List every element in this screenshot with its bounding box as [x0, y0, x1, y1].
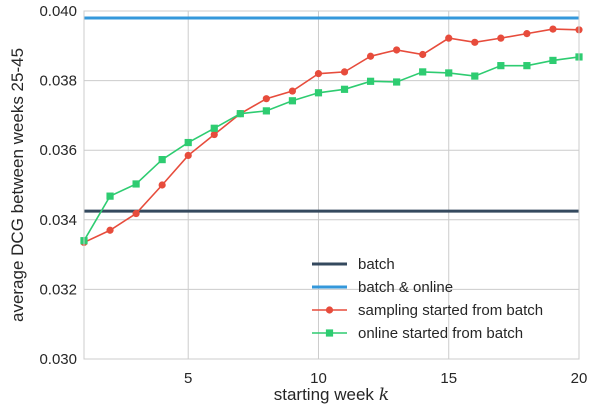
legend-label: batch	[358, 256, 395, 273]
axis-ticks: 5 10 15 20 0.030 0.032 0.034 0.036 0.038 0.040	[39, 3, 587, 387]
sampling-started-from-batch-point	[419, 50, 427, 59]
legend-item-batch: batch	[312, 256, 395, 273]
sampling-started-from-batch-point	[106, 226, 114, 234]
sampling-started-from-batch-point	[210, 130, 218, 139]
y-axis-title: average DCG between weeks 25-45	[8, 48, 27, 322]
x-axis-title: starting week k	[274, 385, 389, 404]
legend-item-sampling-started-from-batch: sampling started from batch	[312, 302, 543, 319]
legend-item-online-started-from-batch: online started from batch	[312, 325, 523, 342]
online-started-from-batch-point	[106, 192, 114, 200]
plot-area	[80, 16, 583, 247]
legend-label: batch & online	[358, 279, 453, 296]
sampling-started-from-batch-point	[262, 95, 270, 103]
online-started-from-batch-point	[210, 124, 218, 132]
sampling-started-from-batch-point	[184, 151, 192, 160]
legend-label: online started from batch	[358, 325, 523, 342]
sampling-started-from-batch-point	[549, 25, 557, 33]
sampling-started-from-batch-point	[288, 87, 297, 95]
x-tick-label: 15	[440, 370, 457, 387]
online-started-from-batch-point	[366, 77, 375, 85]
y-tick-label: 0.034	[39, 212, 77, 229]
x-tick-label: 5	[184, 370, 192, 387]
online-started-from-batch-point	[497, 62, 505, 70]
legend-label: sampling started from batch	[358, 302, 543, 319]
online-started-from-batch-point	[549, 56, 557, 65]
sampling-started-from-batch-point	[340, 68, 349, 76]
online-started-from-batch-point	[262, 107, 270, 115]
online-started-from-batch-point	[523, 62, 531, 70]
online-started-from-batch-line	[83, 56, 580, 242]
sampling-started-from-batch-point	[366, 52, 375, 60]
sampling-started-from-batch-line	[83, 28, 580, 244]
online-started-from-batch-point	[184, 138, 192, 147]
sampling-started-from-batch-point	[497, 34, 505, 42]
online-started-from-batch-point	[471, 72, 479, 80]
online-started-from-batch-point	[158, 155, 166, 164]
legend-marker	[325, 329, 334, 337]
sampling-started-from-batch-point	[158, 181, 166, 189]
x-tick-label: 10	[310, 370, 327, 387]
sampling-started-from-batch-point	[393, 46, 401, 54]
y-tick-label: 0.030	[39, 351, 77, 368]
y-tick-label: 0.038	[39, 73, 77, 90]
online-started-from-batch-point	[445, 69, 453, 77]
online-started-from-batch-point	[393, 78, 401, 86]
x-axis-variable: k	[379, 385, 389, 404]
plot-frame	[83, 10, 580, 360]
x-tick-label: 20	[571, 370, 588, 387]
online-started-from-batch-point	[340, 85, 349, 93]
online-started-from-batch-point	[419, 68, 427, 76]
sampling-started-from-batch-point	[523, 30, 531, 38]
sampling-started-from-batch-point	[314, 70, 323, 78]
legend-item-batch-online: batch & online	[312, 279, 453, 296]
online-started-from-batch-point	[288, 97, 297, 105]
x-axis-title-text: starting week	[274, 385, 375, 404]
online-started-from-batch-point	[132, 180, 140, 188]
y-tick-label: 0.036	[39, 142, 77, 159]
sampling-started-from-batch-point	[445, 34, 453, 42]
legend: batch batch & online sampling started from…	[312, 256, 543, 342]
sampling-started-from-batch-point	[132, 209, 140, 218]
y-tick-label: 0.032	[39, 281, 77, 298]
online-started-from-batch-point	[314, 89, 323, 97]
legend-marker	[325, 306, 334, 314]
sampling-started-from-batch-point	[471, 38, 479, 46]
y-tick-label: 0.040	[39, 3, 77, 20]
online-started-from-batch-point	[236, 110, 244, 118]
